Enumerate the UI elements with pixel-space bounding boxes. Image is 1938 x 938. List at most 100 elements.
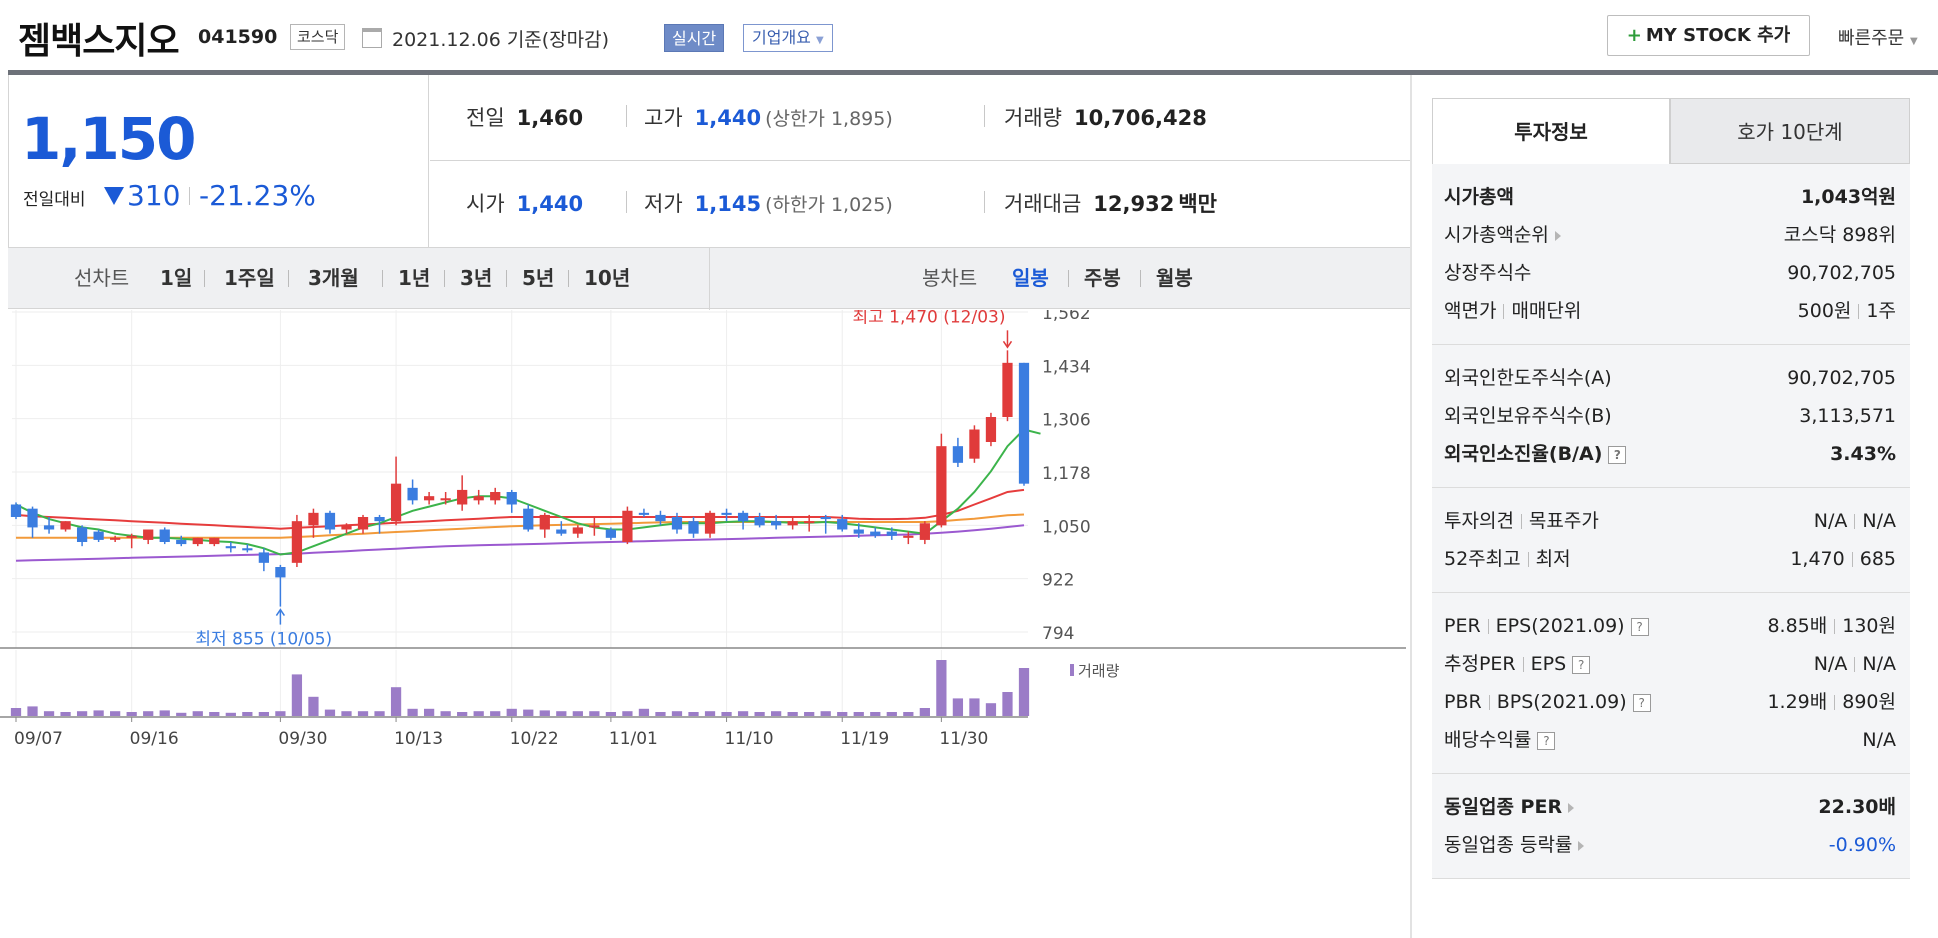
info-value-text: 90,702,705 [1787, 367, 1896, 389]
info-key-text: 목표주가 [1528, 510, 1599, 532]
period-10y[interactable]: 10년 [584, 266, 631, 290]
volume-bar [704, 711, 716, 716]
tab-orderbook[interactable]: 호가 10단계 [1670, 98, 1910, 164]
candle-body [1018, 362, 1030, 484]
info-key: 추정PER EPS? [1444, 645, 1591, 683]
candle-body [242, 548, 253, 551]
volume-bar [820, 711, 831, 716]
company-overview-dropdown[interactable]: 기업개요 ▼ [743, 24, 833, 52]
volume-bar [341, 711, 352, 716]
upper-limit: (상한가 1,895) [765, 108, 893, 130]
candle-body [754, 517, 765, 526]
candle-monthly[interactable]: 월봉 [1156, 266, 1193, 290]
divider [1068, 270, 1069, 287]
realtime-button[interactable]: 실시간 [664, 24, 725, 52]
trade-amount-label: 거래대금 [1004, 192, 1082, 216]
info-row: 외국인보유주식수(B) 3,113,571 [1444, 397, 1896, 435]
volume-bar [43, 711, 55, 716]
calendar-icon [362, 28, 382, 48]
info-row: PER EPS(2021.09)? 8.85배 130원 [1444, 607, 1896, 645]
candle-body [440, 498, 451, 501]
volume-bar [10, 708, 22, 716]
divider [1140, 270, 1141, 287]
candle-body [985, 417, 997, 442]
help-icon[interactable]: ? [1537, 731, 1556, 750]
high-label: 고가 [644, 106, 683, 130]
add-mystock-button[interactable]: + MY STOCK 추가 [1607, 15, 1810, 56]
divider [1522, 657, 1524, 672]
period-3m[interactable]: 3개월 [308, 266, 359, 290]
candle-daily[interactable]: 일봉 [1012, 266, 1049, 290]
info-key: 52주최고 최저 [1444, 540, 1571, 578]
help-icon[interactable]: ? [1608, 445, 1627, 464]
high-value: 1,440 [694, 106, 762, 130]
info-key: 상장주식수 [1444, 254, 1531, 292]
low-label: 저가 [644, 192, 683, 216]
candle-body [870, 531, 881, 536]
y-tick-label: 1,434 [1042, 357, 1091, 377]
candle-body [523, 508, 534, 530]
volume-bar [390, 687, 402, 716]
candle-body [324, 512, 336, 530]
period-5y[interactable]: 5년 [522, 266, 555, 290]
candle-body [572, 527, 583, 534]
divider [382, 270, 383, 287]
volume-bar [787, 712, 798, 716]
period-1y[interactable]: 1년 [398, 266, 431, 290]
plot-area [12, 310, 1028, 648]
info-section: 시가총액 1,043억원 시가총액순위 코스닥 898위 상장주식수 90,702,705… [1432, 164, 1910, 345]
info-key: 배당수익률? [1444, 721, 1556, 759]
volume-bar [886, 712, 897, 716]
volume-bar [357, 711, 369, 716]
y-tick-label: 1,306 [1042, 411, 1091, 431]
tab-investment-info[interactable]: 투자정보 [1432, 98, 1670, 164]
candle-body [407, 487, 418, 501]
period-1d[interactable]: 1일 [160, 266, 193, 290]
candle-chart-label: 봉차트 [922, 266, 978, 290]
info-key: 외국인소진율(B/A)? [1444, 435, 1627, 473]
candle-body [423, 496, 435, 501]
volume-bar [225, 712, 236, 716]
candle-body [473, 496, 484, 501]
volume-bar [159, 710, 170, 716]
help-icon[interactable]: ? [1632, 693, 1651, 712]
high-price: 고가 1,440 (상한가 1,895) [644, 75, 893, 161]
candle-body [275, 567, 286, 578]
low-arrow-head [275, 608, 286, 616]
divider [1854, 657, 1856, 672]
down-arrow-icon [104, 187, 124, 205]
lower-limit: (하한가 1,025) [765, 194, 893, 216]
period-1w[interactable]: 1주일 [224, 266, 275, 290]
candle-body [638, 512, 650, 515]
info-value-text: 3.43% [1830, 443, 1896, 465]
info-value: 90,702,705 [1787, 359, 1896, 397]
info-key: 동일업종 PER [1444, 788, 1575, 826]
candle-body [43, 525, 55, 530]
divider [506, 270, 507, 287]
info-value: N/A [1862, 721, 1896, 759]
info-row: 액면가 매매단위 500원 1주 [1444, 292, 1896, 330]
candle-body [820, 517, 831, 520]
candle-body [192, 537, 203, 545]
help-icon[interactable]: ? [1630, 617, 1649, 636]
volume-bar [1018, 668, 1030, 716]
help-icon[interactable]: ? [1572, 655, 1591, 674]
caret-right-icon[interactable] [1568, 802, 1575, 813]
info-value: -0.90% [1829, 826, 1896, 864]
info-key: 외국인한도주식수(A) [1444, 359, 1612, 397]
period-3y[interactable]: 3년 [460, 266, 493, 290]
info-key-text: 시가총액 [1444, 186, 1514, 208]
quick-order-dropdown[interactable]: 빠른주문 ▼ [1838, 24, 1918, 50]
caret-right-icon[interactable] [1554, 230, 1561, 241]
x-tick-label: 09/07 [14, 729, 63, 749]
volume-bar [76, 711, 88, 716]
chevron-down-icon: ▼ [1909, 36, 1918, 47]
candle-weekly[interactable]: 주봉 [1084, 266, 1121, 290]
candle-body [936, 446, 947, 526]
candle-body [919, 523, 930, 540]
summary-row-2: 시가 1,440 저가 1,145 (하한가 1,025) 거래대금 12,932 백만 [430, 161, 1411, 247]
caret-right-icon[interactable] [1578, 840, 1585, 851]
info-key-text: 외국인보유주식수(B) [1444, 405, 1612, 427]
high-annotation: 최고 1,470 (12/03) [852, 310, 1005, 327]
info-key: 시가총액순위 [1444, 216, 1561, 254]
